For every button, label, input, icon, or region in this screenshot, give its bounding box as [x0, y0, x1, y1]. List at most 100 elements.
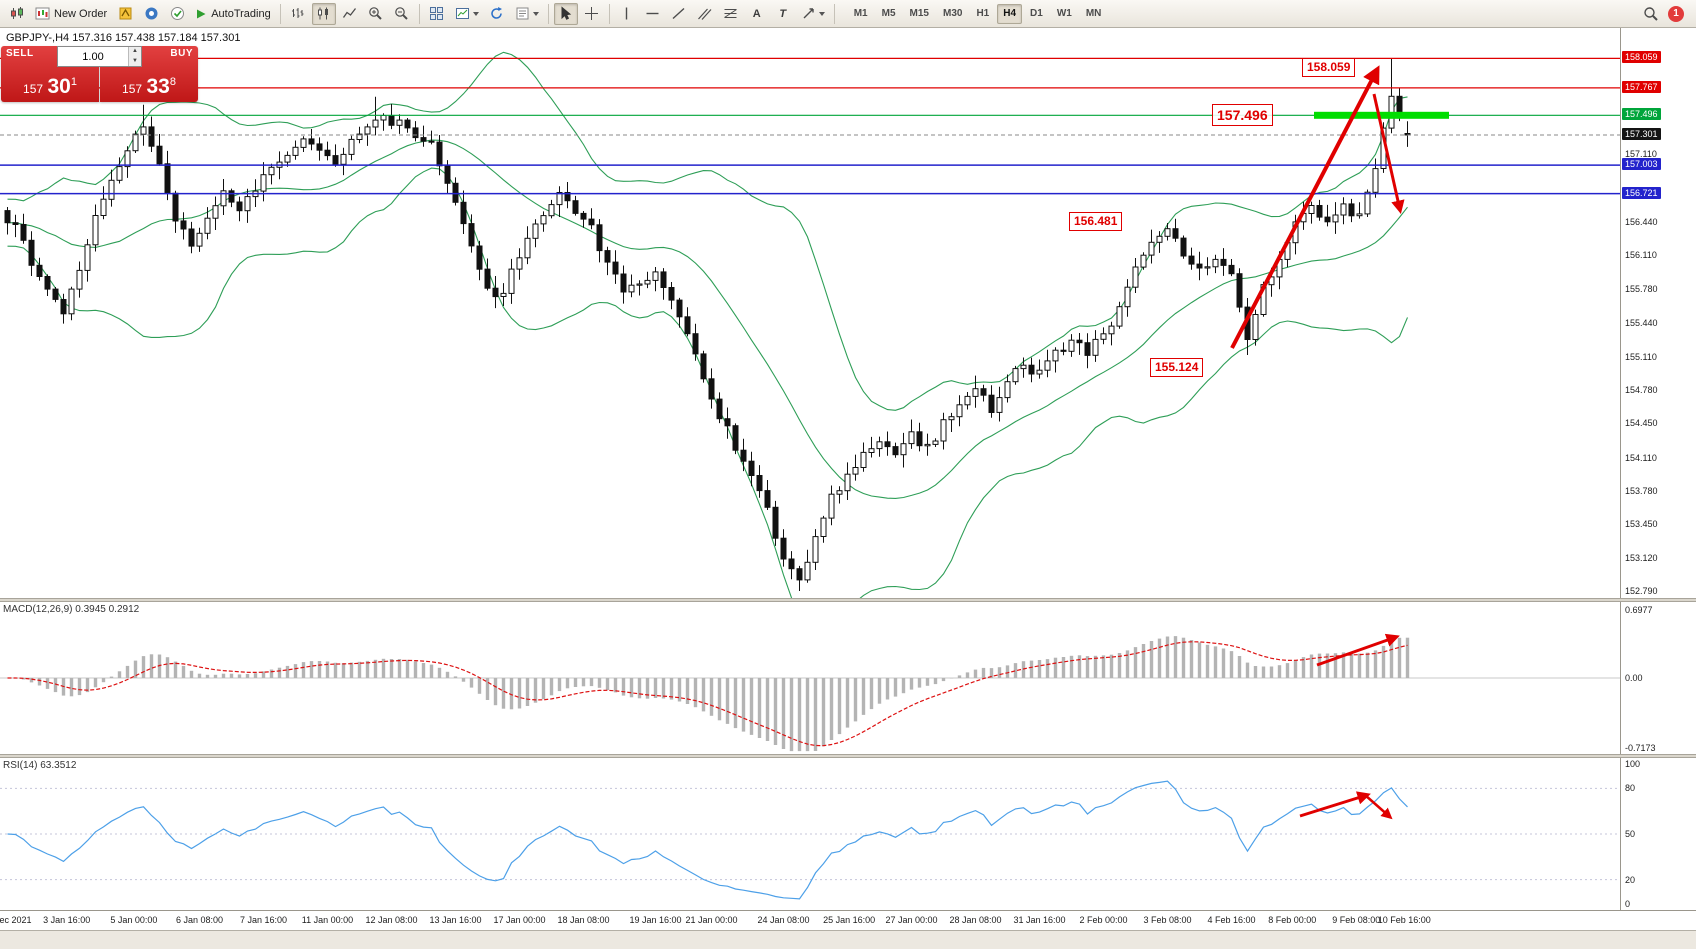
time-label: 2 Feb 00:00 [1079, 915, 1128, 925]
new-chart-button[interactable] [451, 3, 483, 25]
price-label: 155.440 [1625, 318, 1658, 329]
horizontal-line-icon [646, 12, 659, 15]
metaeditor-button[interactable] [113, 3, 137, 25]
panel-splitter[interactable] [0, 598, 1696, 602]
price-annotation[interactable]: 155.124 [1150, 358, 1204, 378]
timeframe-h1[interactable]: H1 [976, 8, 990, 19]
time-label: 6 Jan 08:00 [175, 915, 224, 925]
crosshair-button[interactable] [580, 3, 604, 25]
price-label: 157.110 [1625, 149, 1657, 160]
chevron-down-icon [818, 11, 825, 16]
line-chart-button[interactable] [338, 3, 362, 25]
time-label: 10 Feb 16:00 [1377, 915, 1431, 925]
trend-arrow[interactable] [1372, 93, 1405, 214]
candlestick-chart-button[interactable] [311, 2, 336, 25]
time-label: 18 Jan 08:00 [557, 915, 610, 925]
zoom-out-button[interactable] [390, 3, 414, 25]
rsi-svg[interactable] [0, 758, 1620, 910]
price-annotation[interactable]: 156.481 [1069, 212, 1123, 232]
rsi-axis-label: 80 [1625, 783, 1636, 794]
search-button[interactable] [1639, 3, 1663, 25]
autotrading-button[interactable]: AutoTrading [191, 3, 275, 25]
templates-button[interactable] [511, 3, 543, 25]
timeframe-m1[interactable]: M1 [853, 8, 868, 19]
macd-axis-label: -0.7173 [1625, 742, 1656, 753]
sell-price: 157 301 [23, 75, 77, 98]
timeframe-m5[interactable]: M5 [881, 8, 896, 19]
one-click-trade-panel: SELL 157 301 BUY 157 338 ▲ ▼ [1, 46, 198, 102]
price-level-box-red: 158.059 [1622, 51, 1661, 64]
price-annotation[interactable]: 158.059 [1302, 58, 1356, 78]
macd-panel: 0.6977 0.00 -0.7173 MACD(12,26,9) 0.3945 0… [0, 602, 1696, 754]
channel-tool-button[interactable] [693, 3, 717, 25]
arrows-tool-button[interactable] [797, 3, 829, 25]
bar-chart-icon [292, 8, 304, 18]
price-level-box-blue: 156.721 [1622, 186, 1661, 199]
sell-label: SELL [6, 48, 34, 59]
main-chart-svg[interactable] [0, 28, 1620, 598]
expert-advisors-button[interactable] [165, 3, 189, 25]
metaeditor-icon [119, 7, 132, 20]
notification-badge[interactable]: 1 [1668, 5, 1684, 22]
trend-arrow[interactable] [1364, 794, 1393, 820]
period-cycle-button[interactable] [485, 3, 509, 25]
main-price-axis[interactable]: 157.110 156.440 156.110 155.780 155.440 155.1… [1620, 28, 1696, 598]
volume-input[interactable] [58, 47, 128, 66]
price-annotation[interactable]: 157.496 [1212, 104, 1273, 127]
rsi-panel: 100 80 50 20 0 RSI(14) 63.3512 [0, 758, 1696, 910]
zoom-in-button[interactable] [364, 3, 388, 25]
timeframe-m15[interactable]: M15 [909, 8, 929, 19]
chevron-down-icon [472, 11, 479, 16]
chart-window-icon[interactable] [5, 3, 29, 25]
trend-arrow[interactable] [1316, 633, 1400, 667]
cursor-button[interactable] [553, 2, 578, 25]
mql5-community-button[interactable] [139, 3, 163, 25]
text-tool-button[interactable]: A [745, 3, 769, 25]
bar-chart-button[interactable] [286, 3, 310, 25]
main-panel: 157.110 156.440 156.110 155.780 155.440 155.1… [0, 28, 1696, 598]
vertical-line-tool-button[interactable] [615, 3, 639, 25]
buy-price: 157 338 [122, 75, 176, 98]
volume-up-button[interactable]: ▲ [129, 47, 141, 57]
macd-svg[interactable] [0, 602, 1620, 754]
mql5-community-icon [145, 7, 158, 20]
macd-axis[interactable]: 0.6977 0.00 -0.7173 [1620, 602, 1696, 754]
macd-histogram [13, 636, 1410, 752]
tile-windows-button[interactable] [425, 3, 449, 25]
horizontal-line-tool-button[interactable] [641, 3, 665, 25]
price-label: 155.110 [1625, 351, 1657, 362]
trend-arrow[interactable] [1299, 791, 1371, 818]
price-level-box-red: 157.767 [1622, 80, 1661, 93]
time-axis[interactable]: Dec 2021 3 Jan 16:00 5 Jan 00:00 6 Jan 08:0… [0, 910, 1696, 930]
buy-label: BUY [170, 48, 193, 59]
rsi-axis-label: 20 [1625, 874, 1636, 885]
trendline-tool-button[interactable] [667, 3, 691, 25]
sell-button[interactable]: SELL 157 301 [1, 46, 99, 102]
trend-arrow[interactable] [1230, 65, 1380, 349]
timeframe-d1[interactable]: D1 [1030, 8, 1043, 19]
candles[interactable] [4, 58, 1411, 591]
tile-windows-icon [430, 7, 444, 20]
crosshair-icon [585, 7, 599, 20]
panel-splitter[interactable] [0, 754, 1696, 758]
trendline-icon [672, 7, 685, 20]
volume-spinner: ▲ ▼ [128, 47, 141, 66]
price-label: 152.790 [1625, 585, 1658, 596]
channel-icon [698, 8, 712, 20]
macd-axis-label: 0.00 [1625, 673, 1643, 683]
timeframe-mn[interactable]: MN [1085, 8, 1102, 19]
timeframe-h4[interactable]: H4 [997, 3, 1023, 24]
zoom-out-icon [395, 7, 408, 20]
label-tool-button[interactable]: T [771, 3, 795, 25]
toolbar-separator [547, 3, 549, 24]
timeframe-w1[interactable]: W1 [1056, 8, 1072, 19]
time-label: 11 Jan 00:00 [301, 915, 354, 925]
new-order-button[interactable]: New Order [31, 3, 111, 25]
green-highlight-bar[interactable] [1314, 111, 1449, 119]
fibonacci-tool-button[interactable] [719, 3, 743, 25]
timeframe-m30[interactable]: M30 [942, 8, 963, 19]
price-label: 153.120 [1625, 552, 1658, 563]
rsi-axis[interactable]: 100 80 50 20 0 [1620, 758, 1696, 910]
volume-down-button[interactable]: ▼ [129, 56, 141, 66]
